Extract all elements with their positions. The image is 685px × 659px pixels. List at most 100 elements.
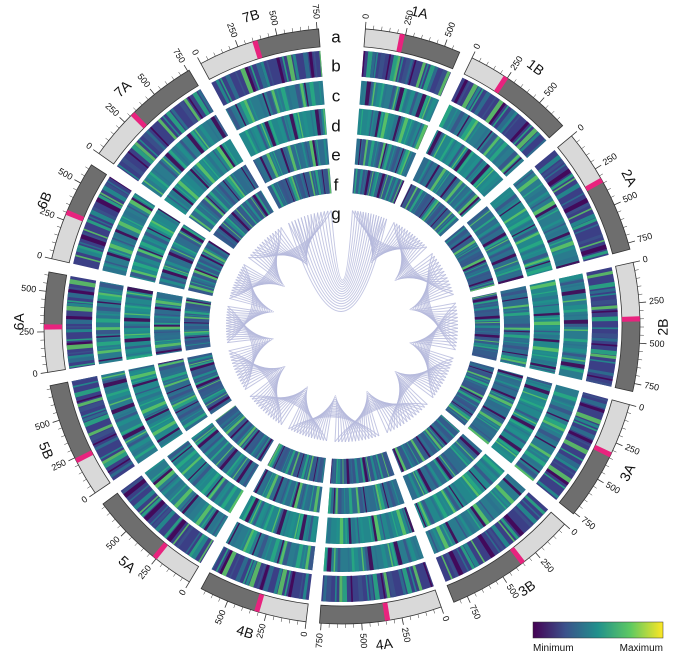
minor-tick (489, 585, 491, 588)
minor-tick (623, 226, 627, 227)
minor-tick (548, 542, 551, 545)
tick-label: 250 (400, 627, 413, 644)
minor-tick (63, 211, 67, 213)
minor-tick (204, 591, 206, 595)
tick-mark (89, 493, 95, 497)
minor-tick (101, 145, 104, 147)
minor-tick (147, 554, 150, 557)
tick-label: 750 (171, 47, 187, 65)
minor-tick (619, 436, 623, 437)
tick-mark (406, 28, 407, 35)
minor-tick (64, 443, 68, 445)
minor-tick (51, 405, 55, 406)
tick-mark (93, 150, 99, 154)
tick-label: 250 (50, 457, 68, 473)
ideogram-arm (364, 29, 402, 52)
minor-tick (602, 472, 605, 474)
minor-tick (637, 368, 641, 369)
minor-tick (460, 600, 462, 604)
minor-tick (57, 226, 61, 227)
minor-tick (418, 614, 419, 618)
tick-mark (507, 72, 511, 78)
heatmap-stripe (534, 326, 560, 329)
minor-tick (81, 174, 84, 176)
track-label: b (331, 56, 340, 75)
tick-label: 750 (643, 380, 660, 393)
minor-tick (221, 49, 223, 53)
tick-label: 0 (190, 48, 201, 57)
tick-label: 250 (601, 151, 619, 167)
minor-tick (603, 181, 607, 183)
minor-tick (116, 125, 119, 128)
tick-label: 250 (539, 557, 556, 575)
tick-label: 500 (21, 283, 37, 295)
minor-tick (542, 547, 545, 550)
minor-tick (68, 450, 72, 452)
heatmap-stripe (340, 518, 344, 544)
tick-mark (57, 217, 64, 219)
minor-tick (106, 138, 109, 140)
minor-tick (577, 140, 580, 142)
tick-label: 0 (177, 588, 188, 597)
tick-mark (598, 479, 604, 483)
tick-label: 0 (440, 615, 451, 623)
tick-label: 500 (358, 633, 369, 649)
minor-tick (180, 578, 182, 581)
tick-label: 750 (314, 633, 325, 649)
minor-tick (527, 89, 529, 92)
tick-label: 0 (361, 14, 371, 20)
minor-tick (636, 278, 640, 279)
minor-tick (281, 618, 282, 622)
heatmap-stripe (96, 327, 120, 330)
tick-mark (365, 22, 366, 29)
tick-label: 500 (267, 10, 280, 27)
tick-mark (68, 458, 74, 461)
minor-tick (382, 27, 383, 31)
minor-tick (523, 563, 525, 566)
tick-mark (120, 117, 125, 122)
minor-tick (52, 242, 56, 243)
minor-tick (107, 513, 110, 516)
minor-tick (146, 97, 149, 100)
ideogram-arm (615, 319, 640, 392)
track-label: d (331, 116, 340, 135)
minor-tick (214, 53, 216, 57)
tick-label: 250 (624, 442, 642, 457)
heatmap-stripe (564, 320, 588, 324)
tick-label: 250 (508, 54, 525, 72)
minor-tick (514, 79, 516, 82)
minor-tick (172, 77, 174, 80)
minor-tick (516, 568, 518, 571)
minor-tick (249, 610, 250, 614)
minor-tick (112, 519, 115, 522)
minor-tick (129, 537, 132, 540)
minor-tick (452, 45, 453, 49)
minor-tick (58, 428, 62, 429)
minor-tick (66, 203, 70, 205)
minor-tick (179, 72, 181, 75)
track-label: f (334, 175, 339, 194)
minor-tick (500, 70, 502, 73)
heatmap-stripe (339, 576, 342, 602)
minor-tick (510, 572, 512, 575)
minor-tick (414, 33, 415, 37)
minor-tick (589, 493, 592, 495)
tick-label: 500 (604, 480, 622, 496)
chromosome-label: 5A (115, 552, 139, 576)
minor-tick (141, 548, 144, 551)
minor-tick (219, 598, 221, 602)
minor-tick (579, 506, 582, 508)
tick-mark (503, 577, 507, 583)
chromosome-label: 2A (618, 167, 640, 190)
tick-mark (472, 52, 475, 58)
minor-tick (521, 84, 523, 87)
tick-label: 250 (136, 563, 153, 581)
tick-mark (45, 257, 52, 259)
minor-tick (622, 428, 626, 429)
tick-mark (150, 89, 154, 94)
minor-tick (429, 37, 430, 41)
minor-tick (257, 612, 258, 616)
minor-tick (75, 465, 79, 467)
minor-tick (85, 167, 88, 169)
minor-tick (241, 607, 242, 611)
